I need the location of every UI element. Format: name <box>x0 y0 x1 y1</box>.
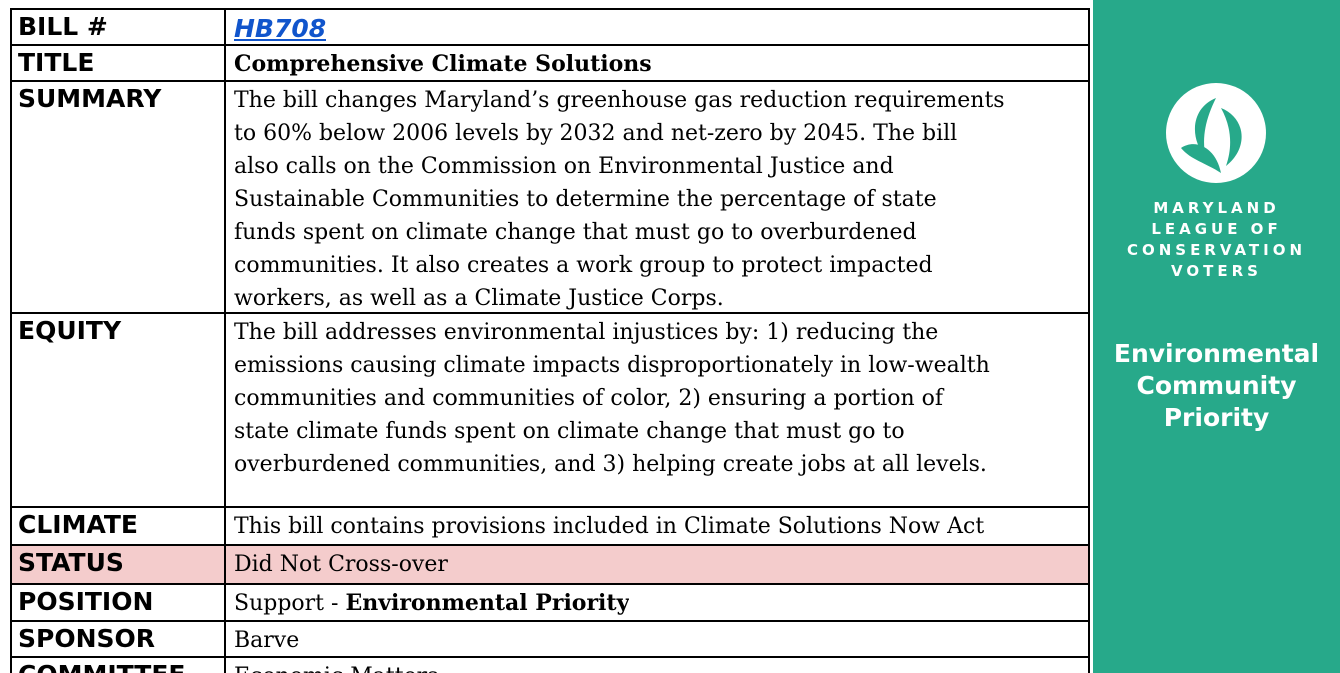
table-row: EQUITY The bill addresses environmental i… <box>10 314 1090 508</box>
table-row: BILL # HB708 <box>10 10 1090 46</box>
row-value: HB708 <box>226 10 326 44</box>
row-label: SUMMARY <box>12 82 226 312</box>
text-line: Sustainable Communities to determine the… <box>234 187 937 212</box>
text-line: also calls on the Commission on Environm… <box>234 154 894 179</box>
row-label: CLIMATE <box>12 508 226 544</box>
row-value: This bill contains provisions included i… <box>226 508 984 544</box>
value-text: Barve <box>234 628 300 653</box>
org-line: LEAGUE OF <box>1151 220 1282 238</box>
row-label: EQUITY <box>12 314 226 506</box>
table-row: COMMITTEE Economic Matters <box>10 658 1090 673</box>
text-line: The bill addresses environmental injusti… <box>234 320 939 345</box>
table-row: SPONSOR Barve <box>10 622 1090 658</box>
org-line: VOTERS <box>1171 262 1262 280</box>
value-text: Economic Matters <box>234 664 438 673</box>
org-name: MARYLAND LEAGUE OF CONSERVATION VOTERS <box>1093 198 1340 282</box>
row-value: Economic Matters <box>226 658 438 673</box>
value-text: This bill contains provisions included i… <box>234 514 985 539</box>
row-label: COMMITTEE <box>12 658 226 673</box>
org-line: CONSERVATION <box>1126 241 1307 259</box>
badge-line: Community <box>1136 371 1297 400</box>
row-label: STATUS <box>12 546 226 583</box>
text-line: communities and communities of color, 2)… <box>234 386 944 411</box>
row-value: Did Not Cross-over <box>226 546 448 583</box>
text-line: The bill changes Maryland’s greenhouse g… <box>234 88 1005 113</box>
table-row: CLIMATE This bill contains provisions inc… <box>10 508 1090 546</box>
text-line: state climate funds spent on climate cha… <box>234 419 905 444</box>
row-value: The bill addresses environmental injusti… <box>226 314 990 506</box>
text-line: to 60% below 2006 levels by 2032 and net… <box>234 121 958 146</box>
badge-line: Environmental <box>1113 339 1320 368</box>
value-text: Support - <box>234 591 346 616</box>
row-value: Support - Environmental Priority <box>226 585 629 620</box>
row-label: BILL # <box>12 10 226 44</box>
row-label: SPONSOR <box>12 622 226 656</box>
value-text: Did Not Cross-over <box>234 552 448 577</box>
logo-icon <box>1166 83 1266 183</box>
row-value: Barve <box>226 622 299 656</box>
text-line: emissions causing climate impacts dispro… <box>234 353 990 378</box>
table-row: TITLE Comprehensive Climate Solutions <box>10 46 1090 82</box>
table-row: STATUS Did Not Cross-over <box>10 546 1090 585</box>
priority-badge: Environmental Community Priority <box>1093 338 1340 434</box>
text-line: overburdened communities, and 3) helping… <box>234 452 987 477</box>
sidebar: MARYLAND LEAGUE OF CONSERVATION VOTERS Envi… <box>1093 0 1340 673</box>
table-row: POSITION Support - Environmental Priority <box>10 585 1090 622</box>
bill-table: BILL # HB708 TITLE Comprehensive Climate So… <box>10 8 1090 673</box>
text-line: workers, as well as a Climate Justice Co… <box>234 286 724 311</box>
text-line: communities. It also creates a work grou… <box>234 253 933 278</box>
row-value: Comprehensive Climate Solutions <box>226 46 652 80</box>
value-text: Comprehensive Climate Solutions <box>234 51 652 77</box>
row-value: The bill changes Maryland’s greenhouse g… <box>226 82 1005 312</box>
text-line: funds spent on climate change that must … <box>234 220 917 245</box>
value-bold: Environmental Priority <box>345 590 630 616</box>
table-row: SUMMARY The bill changes Maryland’s green… <box>10 82 1090 314</box>
org-line: MARYLAND <box>1153 199 1280 217</box>
row-label: POSITION <box>12 585 226 620</box>
badge-line: Priority <box>1163 403 1270 432</box>
bill-link[interactable]: HB708 <box>234 14 327 43</box>
row-label: TITLE <box>12 46 226 80</box>
